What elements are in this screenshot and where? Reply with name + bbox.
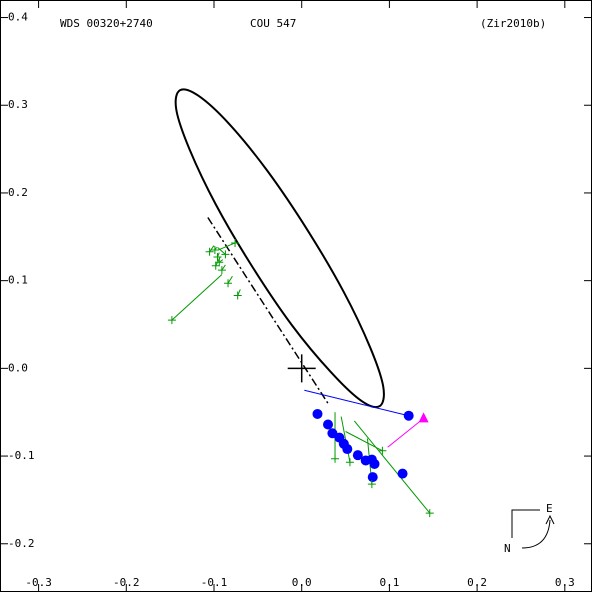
y-tick-label: 0.1 [8,274,28,287]
observation-point [345,458,354,467]
observation-point [233,291,242,300]
compass-north: N [504,542,511,555]
observation-point [215,258,224,267]
primary-star [287,354,316,383]
residual-line [304,389,409,417]
observation-point [403,410,414,421]
y-tick-label: 0.3 [8,98,28,111]
plot-frame [0,0,592,592]
observation-point [367,480,376,489]
observation-point [342,444,353,455]
y-tick-label: 0.0 [8,361,28,374]
observation-point [231,238,240,247]
observation-point [221,250,230,259]
residual-line [387,417,424,448]
x-tick-label: 0.3 [555,576,575,589]
chart-title: WDS 00320+2740 [60,17,153,30]
residual-line [218,242,236,251]
x-tick-label: 0.0 [292,576,312,589]
observation-point [352,450,363,461]
observation-point [323,419,334,430]
observation-point [397,468,408,479]
residual-line [353,420,431,514]
line-of-nodes [207,217,329,404]
x-tick-label: 0.2 [467,576,487,589]
residual-line [227,276,233,284]
observation-point [213,252,222,261]
compass: E N [504,502,555,555]
observation-point [217,266,226,275]
observation-point [425,509,434,518]
x-tick-label: -0.2 [113,576,140,589]
x-tick-label: 0.1 [379,576,399,589]
x-tick-label: -0.1 [201,576,228,589]
residual-line [345,431,383,452]
observation-point [167,316,176,325]
compass-arrow [521,519,551,549]
residual-line [217,246,226,255]
observation-point [210,245,219,254]
compass-arrowhead [545,514,555,525]
observation-point [312,408,323,419]
residual-line [209,245,215,253]
y-tick-label: 0.4 [8,11,28,24]
observation-point [224,279,233,288]
observation-point [418,412,429,423]
orbit-ellipse [174,88,385,409]
observation-point [369,458,380,469]
observation-point [331,454,340,463]
y-tick-label: 0.2 [8,186,28,199]
chart-subtitle: COU 547 [250,17,296,30]
compass-east: E [546,502,553,515]
x-tick-label: -0.3 [25,576,52,589]
compass-axes [511,509,540,538]
observation-point [367,472,378,483]
residual-line [171,274,223,321]
observation-point [378,446,387,455]
observation-point [205,247,214,256]
y-tick-label: -0.1 [8,449,35,462]
reference: (Zir2010b) [480,17,546,30]
residual-line [221,264,226,271]
y-tick-label: -0.2 [8,537,35,550]
observation-point [211,261,220,270]
